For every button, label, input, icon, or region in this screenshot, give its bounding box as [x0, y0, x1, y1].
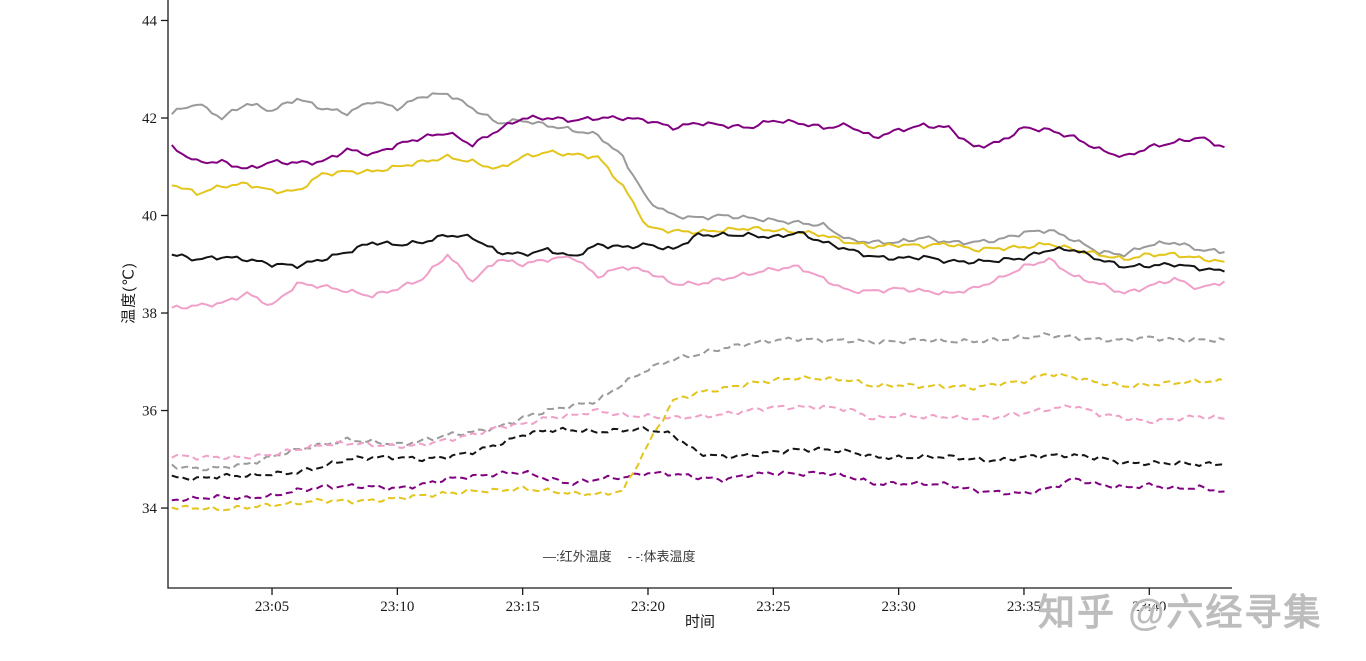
- x-tick-label: 23:25: [756, 599, 790, 615]
- y-tick-label: 36: [142, 404, 158, 420]
- x-tick-label: 23:05: [255, 599, 289, 615]
- x-tick-label: 23:40: [1132, 599, 1166, 615]
- legend: —:红外温度 - -:体表温度: [543, 546, 696, 565]
- legend-item-infrared: —:红外温度: [543, 549, 612, 564]
- zhihu-watermark: 知乎 @六经寻集: [1038, 592, 1323, 633]
- y-tick-label: 34: [142, 501, 158, 517]
- x-tick-label: 23:35: [1007, 599, 1041, 615]
- line-surface-gray: [171, 332, 1225, 472]
- y-tick-label: 44: [142, 13, 158, 29]
- line-surface-yellow: [171, 372, 1225, 512]
- x-tick-label: 23:20: [631, 599, 665, 615]
- y-tick-label: 40: [142, 209, 157, 225]
- x-axis-label: 时间: [684, 613, 716, 631]
- y-tick-label: 38: [142, 306, 157, 322]
- y-tick-label: 42: [142, 111, 157, 127]
- line-infrared-purple: [171, 114, 1225, 170]
- line-surface-black: [171, 426, 1225, 482]
- y-axis-label: 温度(℃): [120, 262, 138, 324]
- x-tick-label: 23:30: [882, 599, 916, 615]
- line-surface-pink: [171, 404, 1225, 461]
- line-infrared-gray: [171, 92, 1225, 258]
- axis-spines: [167, 0, 1232, 589]
- line-surface-purple: [171, 469, 1225, 503]
- line-infrared-pink: [171, 253, 1226, 310]
- x-tick-label: 23:10: [380, 599, 414, 615]
- line-infrared-black: [171, 231, 1225, 273]
- legend-item-surface: - -:体表温度: [627, 549, 696, 564]
- line-infrared-yellow: [171, 149, 1225, 263]
- x-tick-label: 23:15: [506, 599, 540, 615]
